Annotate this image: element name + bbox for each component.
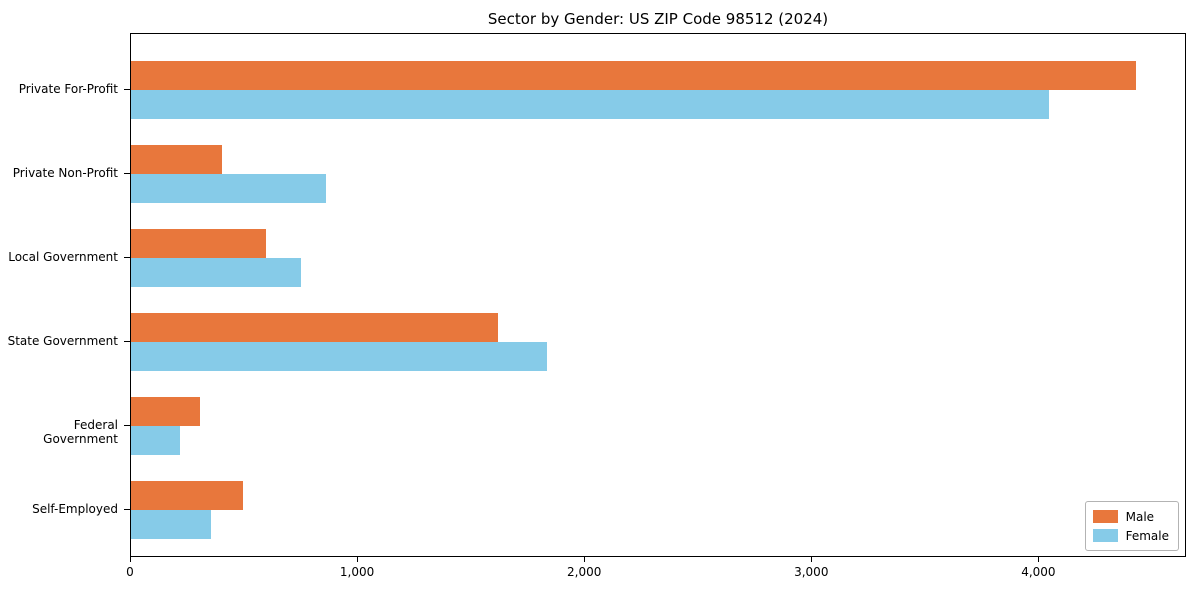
plot-area [130, 33, 1186, 557]
bar-male-self-employed [131, 481, 244, 510]
bar-male-federal-government [131, 397, 201, 426]
legend-label-female: Female [1125, 528, 1169, 543]
bar-male-private-for-profit [131, 61, 1136, 90]
ytick-label-self-employed: Self-Employed [32, 502, 118, 516]
bar-male-local-government [131, 229, 267, 258]
bar-female-self-employed [131, 510, 211, 539]
legend-label-male: Male [1125, 509, 1155, 524]
xtick-mark [584, 557, 586, 562]
xtick-mark [357, 557, 359, 562]
ytick-mark [124, 509, 130, 510]
ytick-label-private-for-profit: Private For-Profit [18, 82, 118, 96]
ytick-label-private-non-profit: Private Non-Profit [12, 166, 118, 180]
bar-female-private-non-profit [131, 174, 327, 203]
bar-female-local-government [131, 258, 302, 287]
legend: Male Female [1084, 501, 1179, 551]
xtick-label-0: 0 [126, 565, 134, 579]
xtick-label-1-000: 1,000 [339, 565, 375, 579]
ytick-label-state-government: State Government [7, 334, 118, 348]
ytick-label-local-government: Local Government [8, 250, 118, 264]
bar-female-state-government [131, 342, 547, 371]
xtick-mark [1038, 557, 1040, 562]
bar-male-private-non-profit [131, 145, 222, 174]
bar-female-federal-government [131, 426, 180, 455]
ytick-mark [124, 425, 130, 426]
legend-item-male: Male [1092, 507, 1169, 526]
xtick-label-3-000: 3,000 [794, 565, 829, 579]
legend-swatch-female [1092, 529, 1118, 542]
xtick-mark [130, 557, 131, 562]
ytick-mark [124, 341, 130, 342]
legend-item-female: Female [1092, 526, 1169, 545]
legend-swatch-male [1092, 510, 1118, 523]
ytick-label-federal-government: Federal Government [43, 418, 118, 446]
xtick-mark [811, 557, 813, 562]
bar-male-state-government [131, 313, 498, 342]
chart-title: Sector by Gender: US ZIP Code 98512 (202… [487, 10, 829, 28]
ytick-mark [124, 173, 130, 174]
xtick-label-4-000: 4,000 [1021, 565, 1056, 579]
xtick-label-2-000: 2,000 [567, 565, 602, 579]
ytick-mark [124, 89, 130, 90]
ytick-mark [124, 257, 130, 258]
bar-female-private-for-profit [131, 90, 1049, 119]
